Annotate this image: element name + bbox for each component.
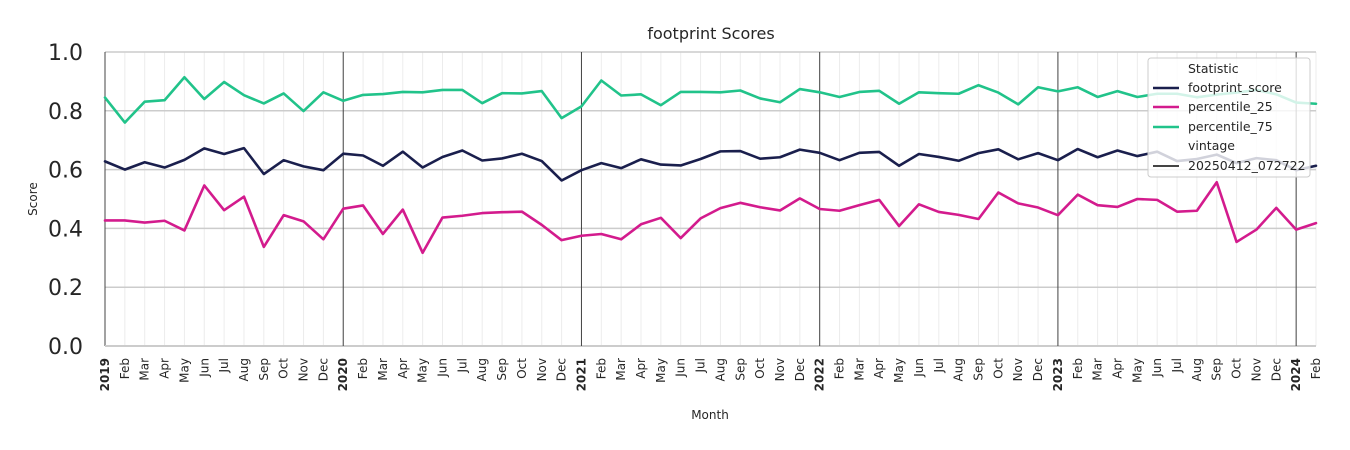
x-tick-label-2020-10: Oct <box>515 358 529 379</box>
x-tick-label-2021-07: Jul <box>694 358 708 373</box>
x-tick-label-2022-05: May <box>892 358 906 383</box>
legend-label-percentile-25: percentile_25 <box>1188 99 1273 114</box>
x-tick-label-2021-09: Sep <box>733 358 747 381</box>
x-tick-label-2020-11: Nov <box>535 358 549 381</box>
x-tick-label-2024-02: Feb <box>1309 358 1323 379</box>
legend-label-footprint-score: footprint_score <box>1188 80 1282 95</box>
x-tick-label-2022-02: Feb <box>833 358 847 379</box>
x-tick-label-2020-09: Sep <box>495 358 509 381</box>
y-tick-label-1-0: 1.0 <box>48 41 83 66</box>
x-tick-label-2019-03: Mar <box>138 358 152 381</box>
x-tick-label-2022-04: Apr <box>872 358 886 379</box>
x-tick-label-2023-06: Jun <box>1150 358 1164 378</box>
y-tick-label-0-2: 0.2 <box>48 276 83 301</box>
x-tick-label-2023-11: Nov <box>1249 358 1263 381</box>
x-tick-label-2021-04: Apr <box>634 358 648 379</box>
x-tick-label-2019-08: Aug <box>237 358 251 381</box>
legend-box <box>1147 57 1311 178</box>
series-line-footprint-score <box>103 146 1318 182</box>
x-tick-label-2023-12: Dec <box>1269 358 1283 381</box>
x-tick-label-2023-08: Aug <box>1190 358 1204 381</box>
series-line-percentile-75 <box>103 75 1318 124</box>
x-tick-label-2021-11: Nov <box>773 358 787 381</box>
x-tick-label-2020-01: 2020 <box>336 358 350 391</box>
x-tick-label-2023-02: Feb <box>1071 358 1085 379</box>
legend-label-percentile-75: percentile_75 <box>1188 119 1273 134</box>
x-tick-label-2021-12: Dec <box>793 358 807 381</box>
x-tick-label-2021-05: May <box>654 358 668 383</box>
legend-title: Statistic <box>1188 61 1239 76</box>
axis-layer: 0.0 0.2 0.4 0.6 0.8 1.0 2019 Feb Mar Apr May Jun Jul… <box>48 41 1323 391</box>
x-tick-label-2021-06: Jun <box>674 358 688 378</box>
x-tick-label-2019-10: Oct <box>277 358 291 379</box>
x-tick-label-2020-07: Jul <box>455 358 469 373</box>
x-tick-label-2021-01: 2021 <box>574 358 588 391</box>
x-tick-label-2022-06: Jun <box>912 358 926 378</box>
x-tick-label-2022-03: Mar <box>852 358 866 381</box>
x-tick-label-2023-07: Jul <box>1170 358 1184 373</box>
x-tick-label-2019-12: Dec <box>316 358 330 381</box>
x-tick-label-2024-01: 2024 <box>1289 358 1303 391</box>
x-tick-label-2019-02: Feb <box>118 358 132 379</box>
x-tick-label-2023-04: Apr <box>1110 358 1124 379</box>
x-tick-label-2022-07: Jul <box>932 358 946 373</box>
x-axis-label: Month <box>691 408 729 422</box>
x-tick-label-2020-03: Mar <box>376 358 390 381</box>
x-tick-label-2019-06: Jun <box>197 358 211 378</box>
x-tick-label-2022-09: Sep <box>972 358 986 381</box>
x-tick-label-2022-08: Aug <box>952 358 966 381</box>
x-tick-label-2019-09: Sep <box>257 358 271 381</box>
y-tick-label-0-4: 0.4 <box>48 217 83 242</box>
x-tick-label-2022-10: Oct <box>991 358 1005 379</box>
x-tick-label-2019-11: Nov <box>297 358 311 381</box>
legend-subtitle-vintage: vintage <box>1188 138 1235 153</box>
legend-label-vintage: 20250412_072722 <box>1188 158 1306 173</box>
x-tick-label-2019-05: May <box>177 358 191 383</box>
x-tick-label-2020-04: Apr <box>396 358 410 379</box>
x-tick-label-2021-03: Mar <box>614 358 628 381</box>
x-tick-label-2020-05: May <box>416 358 430 383</box>
series-line-percentile-25 <box>103 180 1318 255</box>
y-tick-label-0-8: 0.8 <box>48 100 83 125</box>
y-axis-label: Score <box>26 182 40 216</box>
y-tick-label-0-6: 0.6 <box>48 159 83 184</box>
x-tick-label-2022-11: Nov <box>1011 358 1025 381</box>
x-tick-label-2020-08: Aug <box>475 358 489 381</box>
x-tick-label-2023-10: Oct <box>1230 358 1244 379</box>
x-tick-label-2022-01: 2022 <box>813 358 827 391</box>
x-tick-label-2023-01: 2023 <box>1051 358 1065 391</box>
x-tick-label-2023-05: May <box>1130 358 1144 383</box>
x-tick-label-2019-04: Apr <box>158 358 172 379</box>
x-tick-label-2019-07: Jul <box>217 358 231 373</box>
x-tick-label-2023-03: Mar <box>1091 358 1105 381</box>
x-tick-label-2021-08: Aug <box>713 358 727 381</box>
x-tick-label-2021-02: Feb <box>594 358 608 379</box>
chart-title: footprint Scores <box>647 24 774 43</box>
y-tick-label-0-0: 0.0 <box>48 335 83 360</box>
x-tick-label-2023-09: Sep <box>1210 358 1224 381</box>
x-tick-label-2020-02: Feb <box>356 358 370 379</box>
x-tick-label-2021-10: Oct <box>753 358 767 379</box>
legend: Statistic footprint_score percentile_25 … <box>1147 57 1311 178</box>
x-tick-label-2019-01: 2019 <box>98 358 112 391</box>
x-tick-label-2020-06: Jun <box>435 358 449 378</box>
series-layer <box>103 75 1318 255</box>
x-tick-label-2020-12: Dec <box>555 358 569 381</box>
x-tick-label-2022-12: Dec <box>1031 358 1045 381</box>
